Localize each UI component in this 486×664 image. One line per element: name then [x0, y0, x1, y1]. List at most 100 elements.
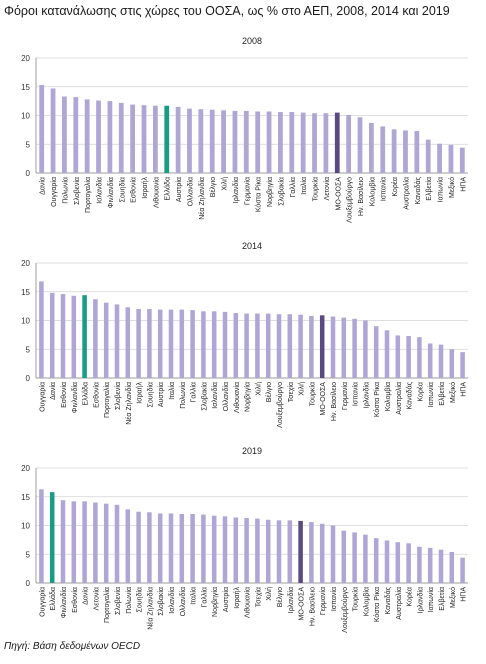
x-tick-label: Χιλή	[266, 587, 273, 601]
x-tick-label: Ιρλανδία	[416, 587, 424, 613]
chart-title: 2008	[242, 36, 262, 46]
x-tick-label: Τουρκία	[308, 382, 316, 406]
y-tick-label: 20	[21, 259, 30, 268]
x-tick-label: Ολλανδία	[186, 177, 194, 206]
bar	[309, 522, 314, 583]
bar	[190, 514, 195, 583]
x-tick-label: Ιταλία	[190, 587, 198, 605]
x-tick-label: Πορτογαλία	[84, 177, 92, 213]
x-tick-label: Ισπανία	[330, 587, 338, 611]
x-tick-label: Δανία	[49, 382, 57, 400]
x-tick-label: Ιταλία	[300, 177, 308, 195]
x-tick-label: Φινλανδία	[60, 587, 68, 618]
x-tick-label: Κολομβία	[362, 587, 370, 616]
x-tick-label: Ελλάδα	[49, 587, 57, 611]
bar	[60, 500, 66, 583]
bar	[300, 112, 306, 173]
x-tick-label: Νέα Ζηλανδία	[198, 177, 206, 220]
x-tick-label: Δανία	[82, 587, 90, 605]
bar	[380, 126, 386, 173]
bar	[114, 304, 120, 378]
bar	[84, 99, 90, 173]
bar	[363, 320, 368, 378]
bar	[233, 517, 239, 583]
x-tick-label: Σλοβενία	[73, 177, 81, 205]
x-tick-label: Λετονία	[92, 587, 100, 610]
bar	[395, 335, 401, 378]
bar	[266, 111, 272, 173]
y-tick-label: 10	[21, 522, 30, 531]
x-tick-label: Χιλή	[222, 177, 229, 191]
bar	[49, 292, 55, 378]
x-tick-label: ΜΟ-ΟΟΣΑ	[335, 177, 342, 211]
bar	[460, 557, 465, 583]
bar	[363, 534, 368, 583]
x-tick-label: Ελβετία	[425, 177, 433, 201]
bar	[114, 504, 120, 583]
x-tick-label: Ισλανδία	[168, 587, 176, 614]
bar	[39, 489, 44, 583]
bar	[312, 113, 317, 173]
y-tick-label: 15	[21, 288, 30, 297]
x-tick-label: Ην. Βασίλειο	[330, 382, 338, 421]
x-tick-label: ΜΟ-ΟΟΣΑ	[320, 382, 327, 416]
bar	[211, 515, 217, 583]
chart-title: 2014	[242, 241, 262, 251]
bar	[448, 144, 454, 173]
bar	[175, 106, 181, 173]
x-tick-label: Σουηδία	[146, 382, 154, 407]
x-tick-label: Ισπανία	[352, 382, 360, 406]
bar	[147, 512, 152, 583]
x-tick-label: Νορβηγία	[266, 177, 274, 207]
y-tick-label: 15	[21, 493, 30, 502]
bar	[103, 503, 109, 583]
x-tick-label: Κορέα	[416, 382, 424, 402]
x-tick-label: Ιρλανδία	[232, 177, 240, 203]
x-tick-label: Λιθουανία	[244, 587, 252, 618]
x-tick-label: Ισλανδία	[96, 177, 104, 204]
x-tick-label: Σλοβακία	[157, 587, 165, 616]
bar	[298, 314, 303, 378]
source-note: Πηγή: Βάση δεδομένων OECD	[4, 641, 141, 652]
x-tick-label: Ουγγαρία	[38, 587, 46, 617]
x-tick-label: Σλοβακία	[200, 382, 208, 411]
bar	[330, 316, 336, 378]
bar	[141, 105, 147, 173]
x-tick-label: Γερμανία	[319, 587, 327, 615]
x-tick-label: Βέλγιο	[209, 177, 217, 197]
x-tick-label: Εσθονία	[60, 382, 68, 408]
x-tick-label: Ολλανδία	[179, 587, 187, 616]
bar	[341, 317, 347, 378]
bar	[391, 129, 397, 173]
y-tick-label: 20	[21, 54, 30, 63]
x-tick-label: Ην. Βασίλειο	[357, 177, 365, 216]
bar	[323, 113, 329, 173]
bar	[427, 343, 433, 378]
y-tick-label: 10	[21, 112, 30, 121]
x-tick-label: Κόστα Ρίκα	[373, 587, 381, 622]
x-tick-label: Χιλή	[255, 382, 262, 396]
x-tick-label: Γερμανία	[243, 177, 251, 205]
x-tick-label: Σλοβενία	[114, 587, 122, 615]
bar	[417, 546, 422, 583]
x-tick-label: Μεξικό	[448, 177, 456, 198]
bar	[232, 110, 238, 173]
bar	[255, 313, 260, 378]
x-tick-label: Ισραήλ	[142, 177, 149, 199]
bar	[417, 337, 422, 378]
bar	[107, 101, 113, 173]
x-tick-label: Λετονία	[323, 177, 331, 200]
x-tick-label: Πορτογαλία	[103, 587, 111, 623]
x-tick-label: Ιαπωνία	[437, 177, 445, 202]
x-tick-label: Τουρκία	[312, 177, 320, 201]
y-tick-label: 10	[21, 317, 30, 326]
x-tick-label: Λουξεμβούργο	[341, 587, 349, 633]
y-tick-label: 5	[26, 140, 31, 149]
x-tick-label: Ιταλία	[168, 382, 176, 400]
bar	[73, 97, 79, 173]
bar	[406, 336, 411, 378]
bar	[341, 530, 347, 583]
bar	[437, 143, 442, 173]
bar	[449, 349, 455, 378]
